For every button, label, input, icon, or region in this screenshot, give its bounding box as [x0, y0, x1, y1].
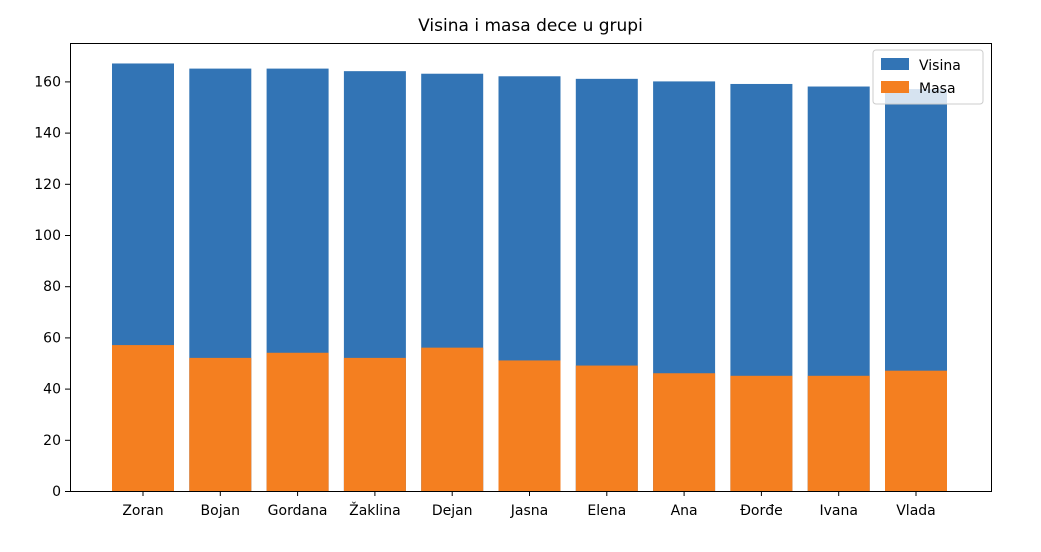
x-tick-label: Đorđe: [740, 503, 783, 519]
x-tick-label: Elena: [587, 503, 626, 519]
y-tick-label: 80: [43, 279, 61, 295]
x-tick-label: Ana: [671, 503, 698, 519]
x-tick-label: Dejan: [432, 503, 473, 519]
x-tick-label: Jasna: [510, 503, 548, 519]
bar-masa-1: [189, 357, 252, 491]
bar-masa-0: [112, 345, 174, 491]
y-tick-label: 40: [43, 382, 61, 398]
y-tick-label: 120: [34, 177, 61, 193]
legend-label-masa: Masa: [919, 81, 956, 97]
x-tick-label: Vlada: [896, 503, 936, 519]
y-tick-label: 0: [52, 484, 61, 500]
bar-masa-4: [421, 347, 484, 491]
bar-masa-5: [498, 360, 561, 491]
bar-masa-9: [807, 375, 870, 491]
bar-masa-10: [885, 370, 947, 491]
y-tick-label: 100: [34, 228, 61, 244]
chart-title: Visina i masa dece u grupi: [418, 16, 643, 36]
axes-frame: [70, 43, 992, 492]
bars-group: [112, 63, 947, 492]
y-axis: 0 20 40 60 80 100 120 140 160: [34, 74, 70, 500]
bar-masa-2: [266, 352, 329, 491]
x-axis: Zoran Bojan Gordana Žaklina Dejan Jasna Elena A…: [122, 491, 936, 519]
bar-masa-7: [653, 373, 716, 491]
legend-swatch-masa: [881, 81, 909, 93]
x-tick-label: Bojan: [201, 503, 241, 519]
legend-label-visina: Visina: [919, 58, 961, 74]
y-tick-label: 160: [34, 74, 61, 90]
y-tick-label: 60: [43, 330, 61, 346]
bar-masa-3: [343, 357, 406, 491]
y-tick-label: 20: [43, 433, 61, 449]
legend: Visina Masa: [872, 49, 984, 105]
x-tick-label: Zoran: [122, 503, 163, 519]
x-tick-label: Gordana: [268, 503, 328, 519]
bar-masa-8: [730, 375, 793, 491]
legend-swatch-visina: [881, 58, 909, 70]
bar-masa-6: [575, 365, 638, 491]
y-tick-label: 140: [34, 126, 61, 142]
x-tick-label: Žaklina: [349, 501, 401, 519]
x-tick-label: Ivana: [819, 503, 857, 519]
